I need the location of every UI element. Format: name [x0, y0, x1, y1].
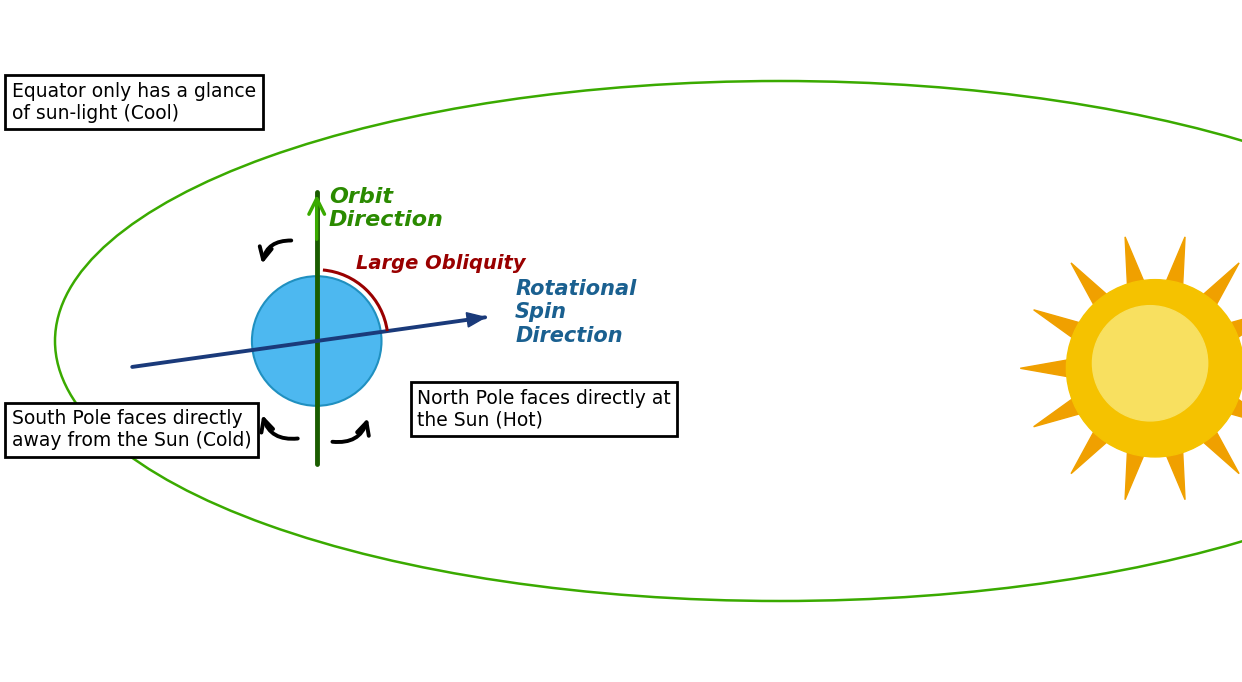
Polygon shape [1197, 263, 1240, 312]
Polygon shape [1033, 310, 1088, 343]
Polygon shape [1222, 310, 1242, 343]
Polygon shape [466, 313, 486, 327]
Polygon shape [1033, 394, 1088, 427]
Text: Orbit
Direction: Orbit Direction [329, 187, 443, 231]
Polygon shape [1163, 237, 1185, 293]
Polygon shape [1125, 443, 1148, 500]
Polygon shape [1071, 424, 1113, 473]
Text: North Pole faces directly at
the Sun (Hot): North Pole faces directly at the Sun (Ho… [417, 389, 671, 430]
Polygon shape [1125, 237, 1148, 293]
Text: South Pole faces directly
away from the Sun (Cold): South Pole faces directly away from the … [12, 409, 252, 450]
Polygon shape [1020, 359, 1076, 378]
Circle shape [1093, 306, 1207, 421]
Polygon shape [1222, 394, 1242, 427]
Polygon shape [1197, 424, 1240, 473]
Text: Rotational
Spin
Direction: Rotational Spin Direction [515, 279, 636, 346]
Text: Large Obliquity: Large Obliquity [356, 254, 525, 273]
Circle shape [1067, 280, 1242, 457]
Polygon shape [1163, 443, 1185, 500]
Polygon shape [1071, 263, 1113, 312]
Circle shape [252, 276, 381, 406]
Polygon shape [1235, 359, 1242, 378]
Text: Equator only has a glance
of sun-light (Cool): Equator only has a glance of sun-light (… [12, 82, 256, 123]
